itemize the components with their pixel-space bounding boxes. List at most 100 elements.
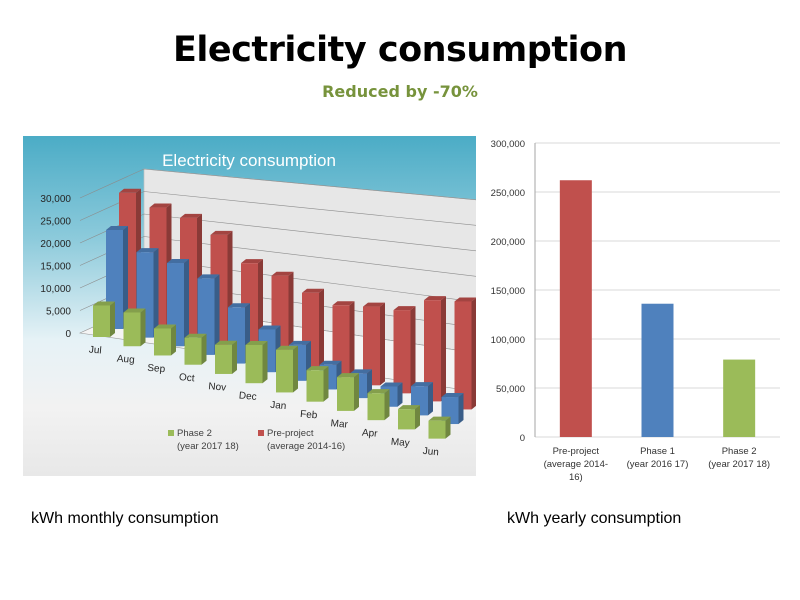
bar-front [424, 300, 441, 402]
bar-top [393, 306, 416, 311]
bar-top [424, 296, 446, 301]
bar-top [319, 360, 342, 365]
y-tick-label: 50,000 [496, 384, 525, 395]
bar-front [306, 370, 324, 402]
x-tick-label: Feb [300, 409, 319, 421]
bar-side [201, 333, 207, 365]
bar-side [441, 296, 446, 402]
bar-pre_project [363, 302, 385, 386]
y-tick-label: 0 [520, 433, 525, 444]
x-tick-label: May [390, 437, 410, 450]
bar-phase2 [123, 308, 146, 347]
bar-top [380, 382, 403, 387]
bar-side [458, 393, 464, 425]
bar-phase2 [154, 324, 176, 356]
bar-phase1 [641, 303, 674, 437]
bar-pre_project [454, 297, 477, 410]
y-tick-label: 20,000 [40, 239, 71, 250]
gridline [79, 213, 521, 257]
bar-top [367, 389, 390, 394]
bar-top [215, 340, 237, 345]
bar-side [319, 288, 324, 370]
bar-top [136, 248, 159, 253]
bar-top [271, 271, 294, 276]
bar-phase2 [723, 359, 756, 437]
bar-side [384, 389, 390, 421]
bar-pre_project [424, 296, 446, 402]
bar-top [93, 301, 115, 306]
bar-phase2 [93, 301, 115, 337]
bar-top [180, 213, 202, 218]
monthly-caption: kWh monthly consumption [31, 510, 219, 527]
y-tick-label: 250,000 [491, 188, 525, 199]
y-tick-label: 0 [65, 329, 71, 340]
bar-top [228, 303, 250, 308]
bar-side [354, 373, 359, 411]
bar-side [153, 248, 159, 338]
bar-top [454, 297, 477, 302]
x-tick-label: Apr [361, 428, 378, 440]
bar-front [332, 305, 350, 378]
bar-top [306, 366, 329, 371]
x-tick-label: Sep [147, 363, 166, 376]
gridline [79, 236, 521, 282]
bar-front [184, 337, 202, 365]
bar-side [471, 297, 477, 410]
bar-top [197, 274, 220, 279]
monthly-consumption-chart: Electricity consumption 0 5,000 10,000 15,00… [40, 151, 521, 458]
bar-phase2 [306, 366, 329, 402]
bar-side [214, 274, 220, 355]
bar-top [210, 230, 233, 235]
bar-top [398, 405, 420, 410]
yearly-caption: kWh yearly consumption [507, 510, 682, 527]
y-tick-label: 300,000 [491, 139, 525, 150]
x-tick-label: Oct [178, 372, 195, 384]
bar-front [123, 312, 141, 347]
bar-side [293, 345, 298, 393]
x-tick-label: Jan [270, 400, 287, 412]
legend-swatch-pre_project [258, 430, 264, 436]
x-tick-label: Jul [88, 344, 102, 356]
bar-top [154, 324, 176, 329]
legend-label: Pre-project [267, 428, 314, 439]
gridline [79, 191, 521, 231]
bar-side [288, 271, 294, 362]
x-tick-label: Phase 2 [722, 446, 757, 457]
bar-front [363, 306, 380, 386]
bar-front [245, 344, 263, 384]
bar-side [397, 382, 403, 407]
bar-side [171, 324, 176, 356]
bar-front [276, 349, 293, 393]
chart-title: Electricity consumption [162, 151, 336, 170]
bar-front [454, 301, 472, 410]
bar-top [350, 369, 372, 374]
legend-label: Phase 2 [177, 428, 212, 439]
bar-side [410, 306, 416, 394]
x-tick-label: Dec [238, 390, 257, 403]
bar-pre_project [559, 180, 592, 438]
bar-pre_project [332, 301, 355, 378]
bar-top [184, 333, 207, 338]
bar-top [363, 302, 385, 307]
bar-front [93, 305, 110, 337]
y-tick-label: 150,000 [491, 286, 525, 297]
bar-side [415, 405, 420, 430]
bar-top [245, 340, 268, 345]
x-tick-label: Pre-project [553, 446, 600, 457]
bar-top [411, 382, 433, 387]
y-tick-label: 5,000 [46, 307, 71, 318]
bar-top [441, 393, 464, 398]
x-tick-label: (year 2017 18) [708, 459, 770, 470]
page-title: Electricity consumption [172, 30, 628, 70]
bar-side [323, 366, 329, 402]
bar-side [349, 301, 355, 378]
gridline [79, 168, 521, 205]
x-tick-label: Jun [422, 446, 439, 458]
bar-front [398, 409, 415, 430]
x-tick-label: Mar [330, 418, 349, 431]
bar-side [123, 226, 128, 329]
bar-top [332, 301, 355, 306]
bar-top [258, 325, 281, 330]
bar-top [241, 259, 263, 264]
y-tick-label: 15,000 [40, 262, 71, 273]
